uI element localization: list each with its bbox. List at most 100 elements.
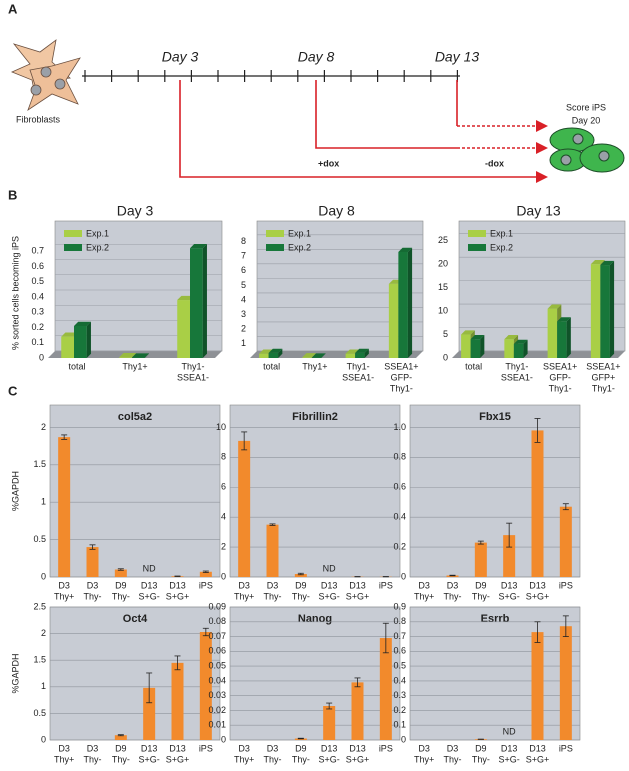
bar-top	[74, 321, 91, 326]
bar-front	[461, 334, 471, 358]
x-tick-label: D13	[529, 580, 546, 590]
x-tick-label: total	[263, 361, 280, 371]
y-tick-label: 0.2	[393, 705, 406, 715]
x-tick-label: D3	[267, 743, 279, 753]
x-tick-label: D3	[87, 743, 99, 753]
x-tick-label: Thy+	[54, 754, 74, 764]
bar	[513, 339, 528, 358]
y-tick-label: 0.8	[393, 616, 406, 626]
chart-title: Nanog	[298, 613, 332, 625]
x-tick-label: Thy1+	[122, 361, 147, 371]
panel-label: B	[8, 187, 17, 202]
bar-top	[547, 304, 562, 309]
x-tick-label: Thy-	[472, 754, 490, 764]
bar-front	[557, 321, 567, 358]
x-tick-label: D13	[141, 580, 158, 590]
y-tick-label: 0.4	[393, 512, 406, 522]
fibroblast-cells	[10, 39, 81, 112]
bar-front	[398, 251, 408, 358]
bar-front	[355, 352, 365, 358]
plot-area	[409, 404, 581, 578]
y-tick-label: 0.8	[393, 452, 406, 462]
x-tick-label: Thy-	[84, 591, 102, 601]
x-tick-label: D3	[418, 743, 430, 753]
bar-top	[132, 353, 149, 358]
bar-top	[268, 348, 283, 353]
legend-label: Exp.2	[288, 242, 311, 252]
y-tick-label: 0	[41, 571, 46, 581]
x-tick-label: GFP-	[549, 372, 571, 382]
bar	[379, 638, 392, 740]
x-tick-label: Thy-	[292, 591, 310, 601]
error-bar	[117, 734, 124, 737]
error-bar	[117, 568, 124, 571]
legend-label: Exp.1	[86, 228, 109, 238]
bar-front	[74, 325, 87, 358]
x-tick-label: D13	[501, 580, 518, 590]
bar	[114, 569, 127, 577]
chart-title: Fibrillin2	[292, 411, 338, 423]
x-tick-label: S+G+	[166, 754, 190, 764]
bar	[531, 430, 544, 577]
y-tick-label: 0.6	[393, 646, 406, 656]
x-tick-label: Thy1-	[390, 383, 413, 393]
bar-side	[144, 353, 149, 358]
y-tick-label: 2.5	[33, 601, 46, 611]
y-tick-label: 0.5	[31, 276, 44, 286]
y-tick-label: 1.5	[33, 459, 46, 469]
y-axis-label: %GAPDH	[10, 653, 20, 693]
bar-front	[302, 357, 312, 358]
y-tick-label: 0.06	[208, 646, 226, 656]
y-tick-label: 0.3	[31, 307, 44, 317]
bar	[557, 317, 571, 358]
treatment-arrows	[179, 80, 538, 178]
treatment-label: -dox	[485, 158, 504, 168]
y-tick-label: 0	[41, 734, 46, 744]
y-tick-label: 0.2	[393, 541, 406, 551]
timeline	[82, 70, 460, 82]
y-tick-label: 0.05	[208, 660, 226, 670]
bar-front	[547, 308, 558, 358]
x-tick-label: D9	[115, 743, 127, 753]
bar-front	[470, 339, 481, 358]
error-bar	[382, 622, 389, 654]
day-label: Day 3	[162, 49, 199, 65]
bar	[238, 440, 251, 577]
panel-label: A	[8, 1, 18, 16]
x-tick-label: D13	[321, 743, 338, 753]
bar-top	[557, 317, 571, 322]
x-tick-label: Thy-	[292, 754, 310, 764]
x-tick-label: iPS	[379, 743, 393, 753]
bar	[74, 321, 91, 358]
ips-cells	[549, 127, 625, 173]
bar	[199, 632, 212, 740]
bar-front	[268, 352, 279, 358]
bar-front	[504, 339, 514, 358]
y-tick-label: 0	[39, 352, 44, 362]
y-tick-label: 0.1	[31, 337, 44, 347]
bar	[323, 706, 336, 740]
legend-label: Exp.1	[288, 228, 311, 238]
bar	[199, 571, 212, 577]
chart-title: Day 13	[516, 203, 561, 219]
bar-front	[345, 353, 356, 358]
bar	[58, 437, 71, 577]
x-tick-label: SSEA1+	[384, 361, 418, 371]
x-tick-label: Thy+	[234, 591, 254, 601]
error-bar	[202, 627, 209, 637]
error-bar	[326, 702, 333, 710]
bar	[446, 575, 459, 577]
bar-side	[321, 353, 326, 358]
value-label: ND	[323, 563, 336, 573]
x-tick-label: Thy1+	[302, 361, 327, 371]
bar-top	[61, 332, 79, 337]
x-tick-label: SSEA1+	[543, 361, 577, 371]
error-bar	[146, 672, 153, 704]
x-tick-label: S+G-	[139, 591, 160, 601]
x-tick-label: S+G+	[346, 591, 370, 601]
bar	[294, 574, 307, 577]
bar-top	[398, 247, 413, 252]
error-bar	[562, 615, 569, 637]
y-tick-label: 0.04	[208, 675, 226, 685]
bar-front	[388, 283, 399, 358]
